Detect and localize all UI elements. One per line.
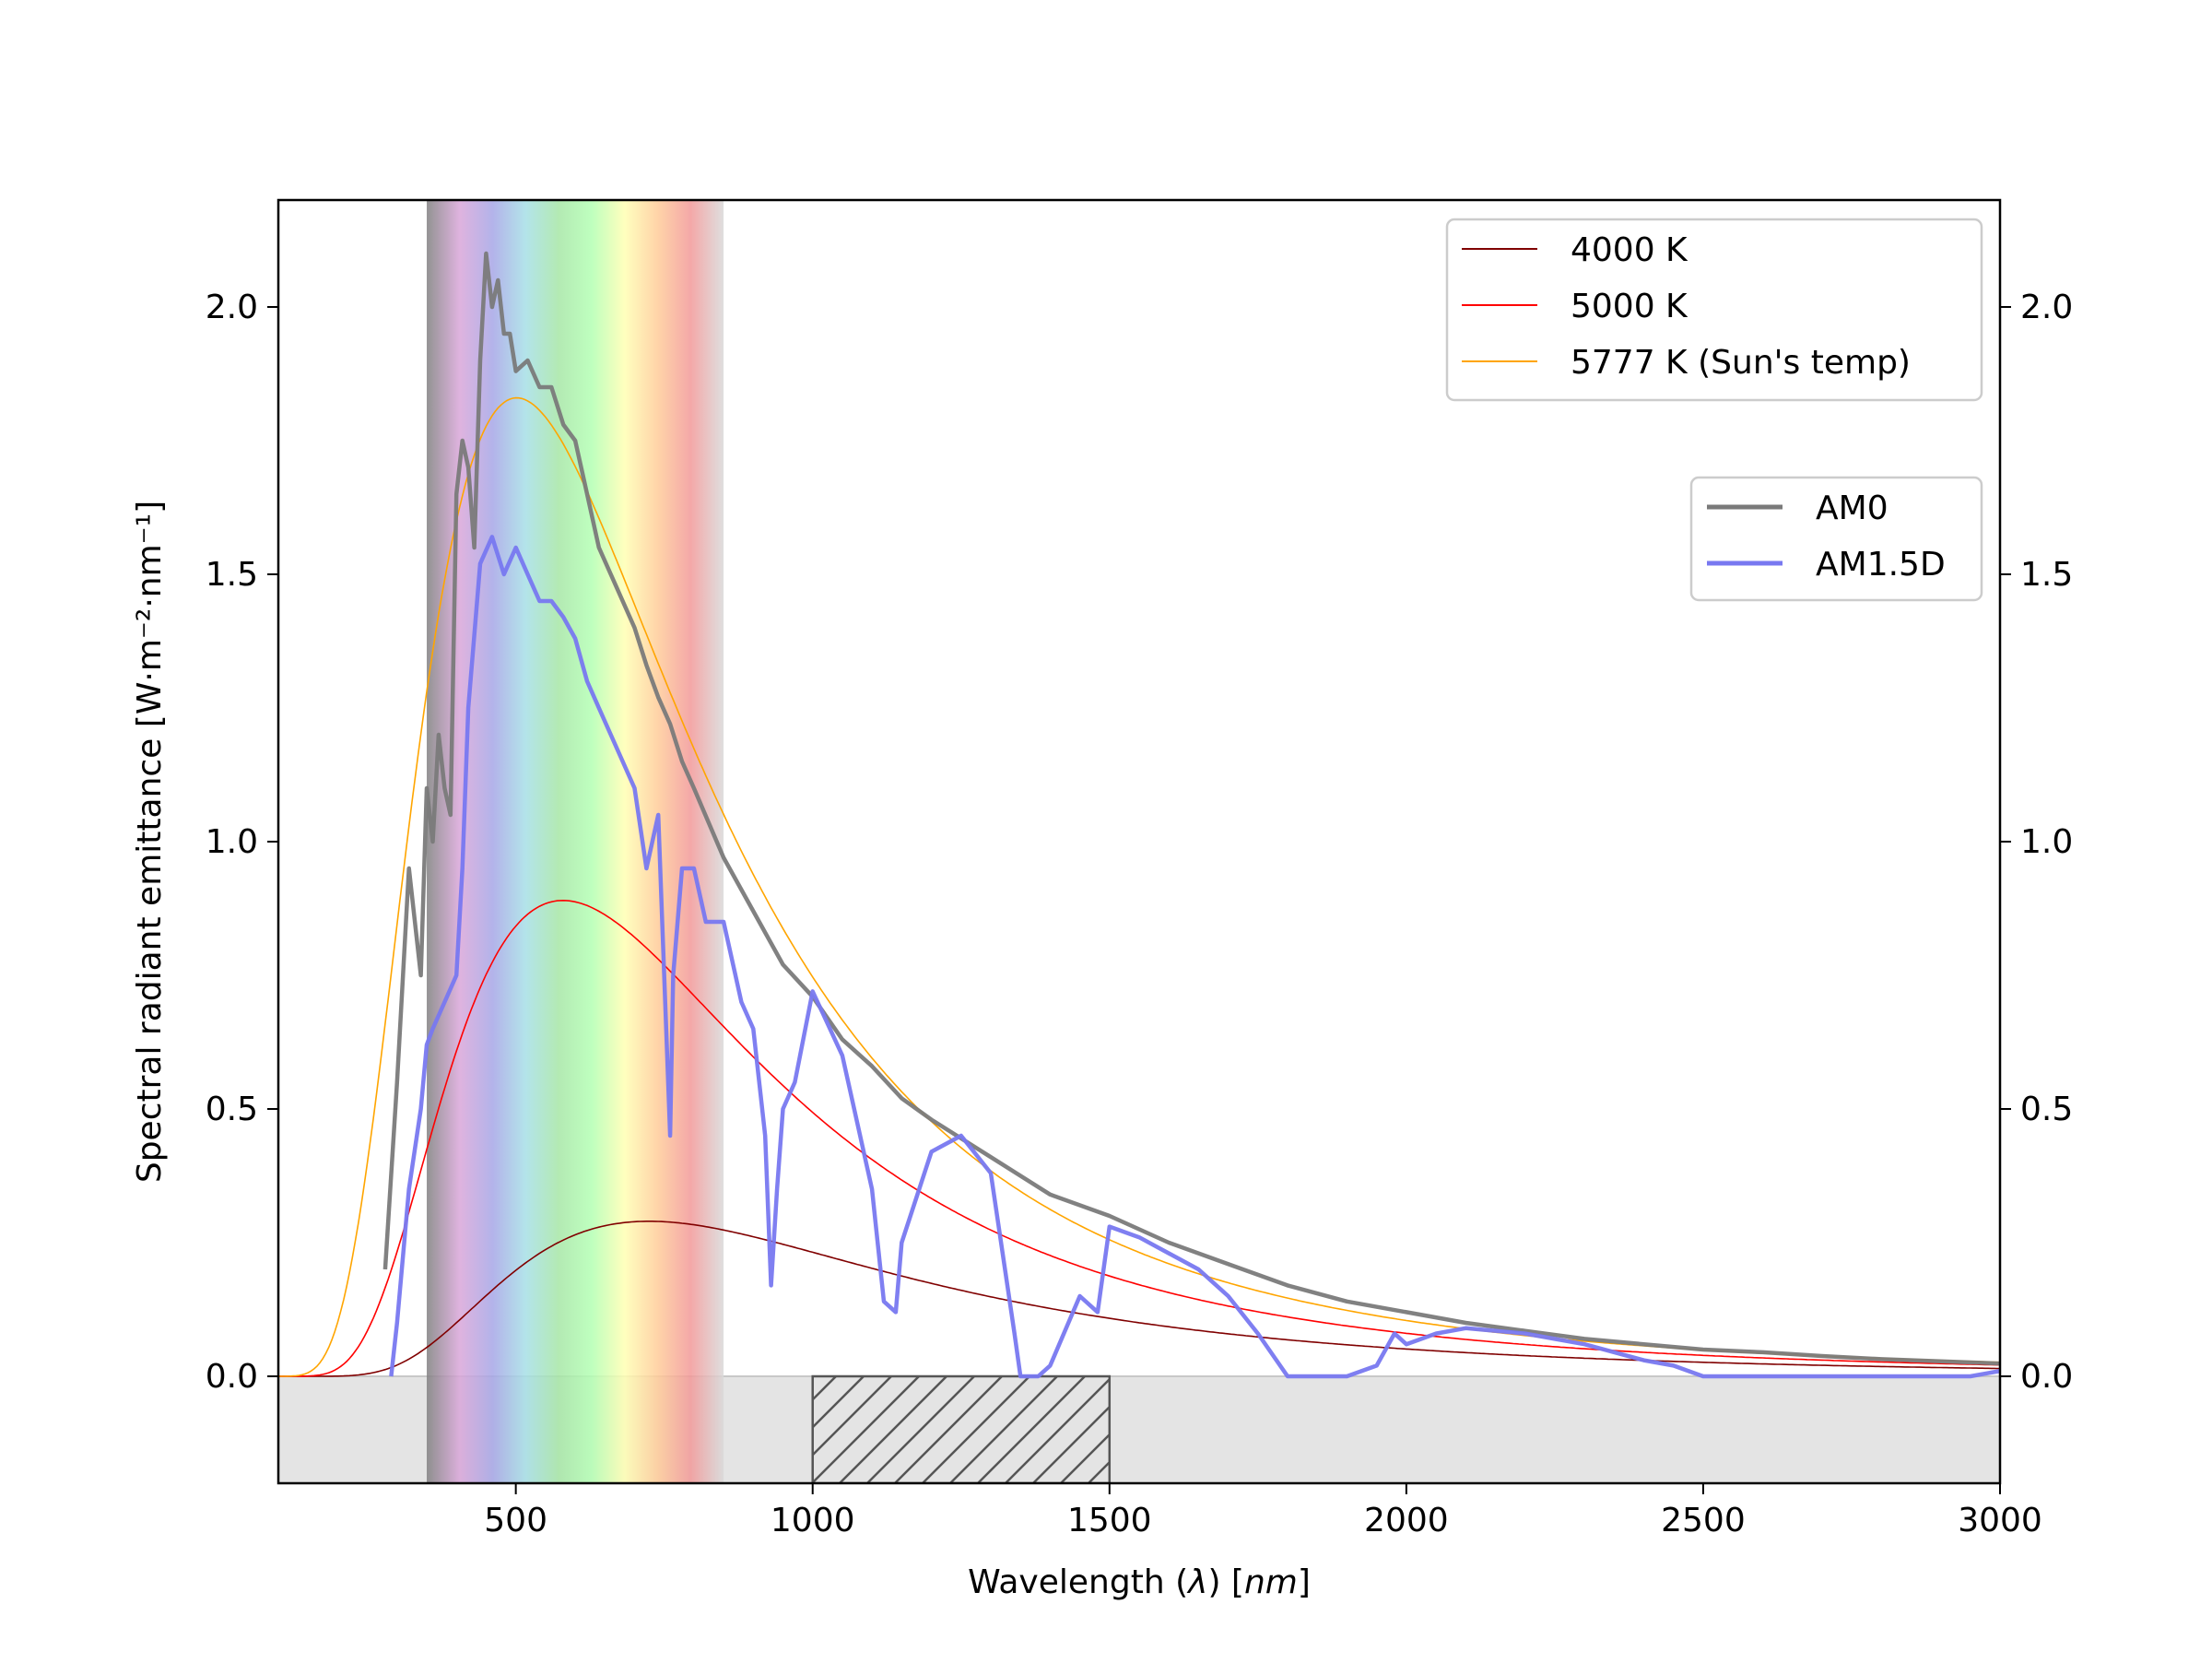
visible-spectrum-band [427, 200, 724, 1483]
legend-label: AM1.5D [1816, 546, 1946, 584]
series-line-5000-k [278, 899, 2000, 1377]
series-line-am0 [382, 251, 2000, 1366]
y-tick-label: 1.0 [206, 823, 258, 861]
right-y-tick-label: 1.0 [2020, 823, 2073, 861]
legend-label: 4000 K [1571, 231, 1688, 269]
y-tick-label: 1.5 [206, 556, 258, 594]
legend-label: AM0 [1816, 489, 1888, 527]
right-y-tick-label: 1.5 [2020, 556, 2073, 594]
y-tick-label: 2.0 [206, 289, 258, 326]
x-tick-label: 3000 [1958, 1502, 2042, 1539]
right-y-tick-label: 0.0 [2020, 1358, 2073, 1396]
y-tick-label: 0.5 [206, 1091, 258, 1128]
x-tick-label: 1500 [1067, 1502, 1152, 1539]
y-tick-label: 0.0 [206, 1358, 258, 1396]
series-line-am1-5d [389, 535, 2000, 1379]
x-tick-label: 2500 [1661, 1502, 1746, 1539]
right-y-tick-label: 0.5 [2020, 1091, 2073, 1128]
legend-label: 5000 K [1571, 288, 1688, 325]
legend-blackbody-frame [1445, 218, 1983, 402]
x-axis-label: Wavelength (λ) [nm] [968, 1563, 1311, 1601]
plot-area [278, 200, 2000, 1483]
x-tick-label: 1000 [771, 1502, 855, 1539]
legend-label: 5777 K (Sun's temp) [1571, 344, 1911, 382]
x-tick-label: 2000 [1364, 1502, 1449, 1539]
axes: 500 1000 1500 2000 2500 3000 0.0 0.0 0.5 0.5 1.0 1.… [206, 289, 2074, 1539]
y-axis-label: Spectral radiant emittance [W·m⁻²·nm⁻¹] [131, 501, 169, 1183]
legend-blackbody: 4000 K 5000 K 5777 K (Sun's temp) [1445, 218, 1983, 402]
hatched-region [811, 1374, 1112, 1483]
x-tick-label: 500 [484, 1502, 547, 1539]
series-line-4000-k [278, 1221, 2000, 1377]
right-y-tick-label: 2.0 [2020, 289, 2073, 326]
legend-measured: AM0 AM1.5D [1689, 476, 1983, 602]
